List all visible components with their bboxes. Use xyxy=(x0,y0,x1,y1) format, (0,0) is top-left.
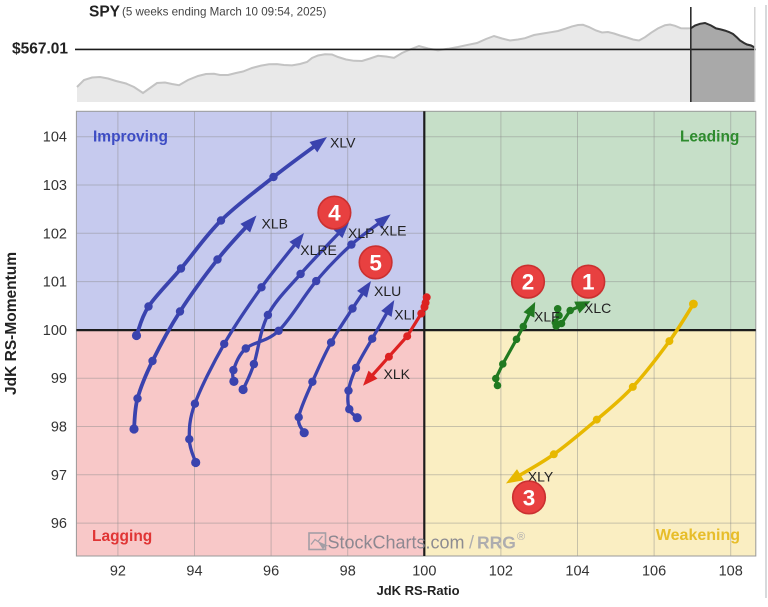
svg-text:106: 106 xyxy=(642,564,666,580)
svg-text:1: 1 xyxy=(582,270,595,295)
svg-text:$567.01: $567.01 xyxy=(12,41,68,58)
svg-text:SPY: SPY xyxy=(89,4,121,21)
svg-text:2: 2 xyxy=(522,270,535,295)
svg-text:JdK RS-Ratio: JdK RS-Ratio xyxy=(376,583,459,598)
svg-text:XLP: XLP xyxy=(348,225,374,241)
svg-text:94: 94 xyxy=(186,564,202,580)
svg-text:100: 100 xyxy=(43,323,67,339)
svg-text:102: 102 xyxy=(43,226,67,242)
svg-text:104: 104 xyxy=(43,130,67,146)
svg-text:3: 3 xyxy=(523,485,536,510)
svg-text:XLV: XLV xyxy=(330,135,356,151)
svg-text:XLY: XLY xyxy=(528,469,554,485)
svg-text:XLE: XLE xyxy=(380,223,406,239)
svg-text:92: 92 xyxy=(110,564,126,580)
svg-text:Weakening: Weakening xyxy=(656,527,740,544)
svg-text:Lagging: Lagging xyxy=(92,528,152,545)
svg-text:XLF: XLF xyxy=(534,309,560,325)
svg-text:StockCharts.com: StockCharts.com xyxy=(328,533,465,553)
svg-text:96: 96 xyxy=(263,564,279,580)
svg-text:98: 98 xyxy=(340,564,356,580)
svg-text:/: / xyxy=(469,533,474,553)
svg-text:XLB: XLB xyxy=(262,216,288,232)
svg-text:103: 103 xyxy=(43,178,67,194)
svg-text:XLK: XLK xyxy=(384,366,411,382)
svg-text:101: 101 xyxy=(43,275,67,291)
svg-text:(5 weeks ending March 10 09:54: (5 weeks ending March 10 09:54, 2025) xyxy=(122,6,326,19)
svg-text:108: 108 xyxy=(719,564,743,580)
svg-text:®: ® xyxy=(517,531,525,543)
svg-text:XLU: XLU xyxy=(374,283,401,299)
svg-text:102: 102 xyxy=(489,564,513,580)
svg-text:98: 98 xyxy=(51,420,67,436)
svg-text:XLI: XLI xyxy=(394,307,415,323)
svg-text:XLC: XLC xyxy=(584,300,611,316)
svg-text:JdK RS-Momentum: JdK RS-Momentum xyxy=(3,252,20,395)
svg-text:96: 96 xyxy=(51,516,67,532)
svg-text:104: 104 xyxy=(565,564,589,580)
svg-text:4: 4 xyxy=(328,201,341,226)
svg-text:5: 5 xyxy=(369,250,382,275)
svg-text:Improving: Improving xyxy=(93,129,168,146)
svg-text:XLRE: XLRE xyxy=(300,242,337,258)
svg-text:99: 99 xyxy=(51,371,67,387)
svg-text:RRG: RRG xyxy=(477,533,516,553)
svg-text:97: 97 xyxy=(51,468,67,484)
svg-text:100: 100 xyxy=(412,564,436,580)
svg-text:Leading: Leading xyxy=(680,129,739,146)
